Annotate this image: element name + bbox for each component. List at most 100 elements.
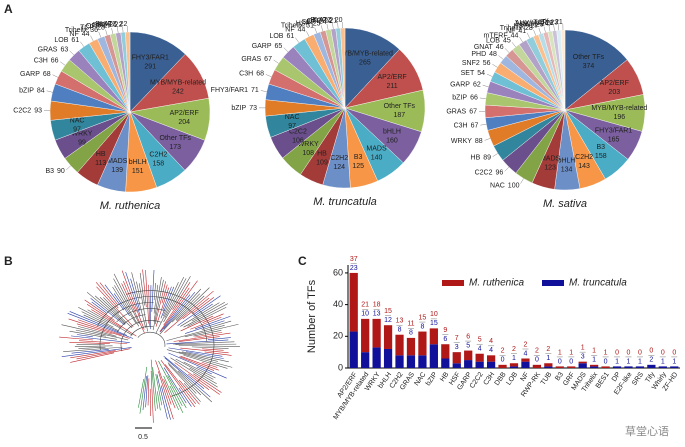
bar-segment bbox=[361, 352, 370, 368]
slice-value: 97 bbox=[288, 123, 296, 130]
slice-value: 291 bbox=[144, 63, 156, 70]
slice-label: bHLH 160 bbox=[383, 128, 401, 144]
slice-value: 27 bbox=[103, 23, 111, 30]
tree-branch bbox=[172, 282, 191, 310]
slice-value: 123 bbox=[544, 164, 556, 171]
value-label: 0 bbox=[569, 358, 573, 365]
slice-name: LOB bbox=[54, 37, 68, 44]
tree-branch bbox=[139, 272, 145, 306]
tree-branch bbox=[159, 288, 202, 335]
slice-label: bHLH 134 bbox=[558, 157, 576, 173]
slice-value: 71 bbox=[251, 87, 259, 94]
slice-label: bZIP 73 bbox=[231, 105, 257, 112]
value-label: 0 bbox=[672, 349, 676, 356]
bar-segment bbox=[383, 348, 393, 368]
slice-label: FHY3/FAR1 291 bbox=[132, 54, 169, 70]
tree-arc bbox=[137, 331, 166, 347]
panel-label: C bbox=[298, 254, 307, 268]
value-label: 0 bbox=[615, 349, 619, 356]
slice-name: GRAS bbox=[38, 46, 58, 53]
tree-arc bbox=[116, 308, 166, 323]
bar-segment bbox=[555, 366, 564, 368]
slice-value: 22 bbox=[115, 21, 123, 28]
bar-segment bbox=[429, 328, 438, 345]
value-label: 4 bbox=[489, 338, 493, 345]
value-label: 0 bbox=[558, 358, 562, 365]
tree-branch bbox=[202, 348, 224, 351]
slice-value: 160 bbox=[386, 137, 398, 144]
bar-segment bbox=[452, 352, 461, 364]
slice-label: bZIP 84 bbox=[19, 87, 45, 94]
slice-value: 134 bbox=[561, 166, 573, 173]
value-label: 0 bbox=[627, 349, 631, 356]
slice-name: TCP bbox=[313, 17, 327, 24]
tree-branch bbox=[114, 285, 140, 327]
slice-label: C2H2 143 bbox=[575, 154, 593, 170]
leader-line bbox=[519, 36, 523, 43]
tree-branch bbox=[153, 282, 156, 301]
slice-name: LOB bbox=[486, 38, 500, 45]
slice-label: MYB/MYB-related 196 bbox=[591, 105, 647, 121]
tree-branch bbox=[91, 301, 107, 313]
leader-line bbox=[332, 22, 334, 29]
tree-branch bbox=[76, 334, 93, 338]
slice-value: 203 bbox=[608, 89, 620, 96]
slice-name: GRAS bbox=[241, 56, 261, 63]
tree-branch bbox=[179, 379, 200, 405]
tree-branch bbox=[142, 269, 147, 308]
bar-segment bbox=[544, 363, 553, 367]
slice-name: bHLH bbox=[383, 128, 401, 135]
x-tick-label: SRS bbox=[631, 371, 645, 387]
value-label: 10 bbox=[430, 311, 438, 318]
slice-label: GARP 68 bbox=[20, 71, 51, 78]
slice-name: C3H bbox=[34, 57, 48, 64]
slice-value: 54 bbox=[477, 70, 485, 77]
slice-name: Jumonji bbox=[514, 20, 539, 27]
bar-segment bbox=[395, 334, 404, 356]
slice-value: 73 bbox=[249, 105, 257, 112]
tree-branch bbox=[78, 319, 122, 336]
slice-name: SWI bbox=[519, 22, 532, 29]
tree-branch bbox=[187, 307, 227, 327]
slice-value: 44 bbox=[298, 26, 306, 33]
leader-line bbox=[482, 84, 489, 88]
bar-segment bbox=[578, 363, 587, 368]
slice-name: AP2/ERF bbox=[170, 110, 199, 117]
slice-name: PHD bbox=[471, 51, 486, 58]
leader-line bbox=[80, 41, 85, 47]
slice-label: GRAS 67 bbox=[446, 108, 477, 115]
slice-value: 67 bbox=[469, 108, 477, 115]
bar-segment bbox=[475, 353, 484, 362]
value-label: 13 bbox=[396, 318, 404, 325]
x-tick-label: LOB bbox=[505, 371, 519, 387]
tree-branch bbox=[185, 320, 225, 334]
tree-branch bbox=[121, 283, 145, 334]
value-label: 7 bbox=[455, 335, 459, 342]
slice-name: FHY3/FAR1 bbox=[132, 54, 169, 61]
slice-name: SBP bbox=[92, 22, 106, 29]
y-tick-label: 0 bbox=[338, 362, 343, 372]
leader-line bbox=[526, 32, 530, 39]
tree-branch bbox=[63, 346, 123, 352]
tree-branch bbox=[99, 297, 133, 329]
tree-branch bbox=[145, 375, 149, 408]
bar-segment bbox=[406, 337, 416, 356]
slice-value: 24 bbox=[319, 19, 327, 26]
tree-branch bbox=[187, 373, 210, 390]
slice-label: C2C2 106 bbox=[289, 128, 307, 144]
tree-branch bbox=[182, 351, 229, 363]
x-tick-label: B3 bbox=[554, 371, 565, 382]
tree-branch bbox=[170, 357, 218, 388]
pie-caption: M. truncatula bbox=[313, 196, 377, 208]
slice-label: C3H 67 bbox=[454, 122, 479, 129]
slice-label: C3H 68 bbox=[239, 70, 264, 77]
leader-line bbox=[484, 138, 491, 141]
bar-segment bbox=[486, 355, 496, 362]
tree-branch bbox=[163, 287, 190, 326]
leader-line bbox=[320, 25, 324, 32]
slice-name: B3 bbox=[596, 144, 605, 151]
slice-name: PLATZ bbox=[95, 21, 117, 28]
tree-branch bbox=[183, 354, 228, 369]
slice-value: 48 bbox=[489, 51, 497, 58]
